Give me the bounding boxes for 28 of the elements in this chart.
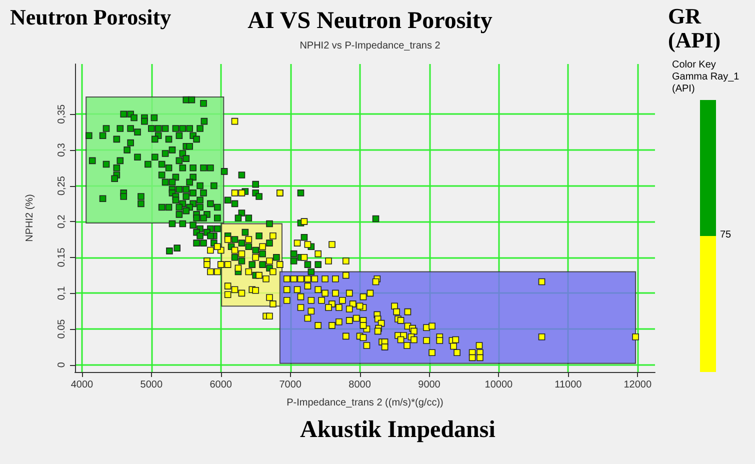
- x-tick-label: 4000: [70, 380, 94, 390]
- text: Neutron Porosity: [10, 4, 172, 30]
- x-tick-label: 7000: [279, 380, 302, 390]
- y-axis-title: NPHI2 (%): [24, 194, 36, 242]
- y-tick-label: 0,3: [56, 142, 68, 157]
- y-tick-label: 0.15: [56, 247, 68, 268]
- y-tick-label: 0,25: [56, 176, 68, 196]
- text: Color Key: [672, 60, 716, 70]
- y-tick-label: 0.05: [56, 318, 68, 339]
- chart-title: AI VS Neutron Porosity: [248, 8, 492, 34]
- x-tick-label: 12000: [624, 380, 652, 390]
- color-bar-title: GR (API): [668, 4, 721, 52]
- chart-subtitle: NPHI2 vs P-Impedance_trans 2: [300, 40, 441, 52]
- text: Gamma Ray_1: [672, 72, 740, 82]
- text: Akustik Impedansi: [300, 417, 496, 443]
- x-tick-label: 6000: [210, 380, 232, 390]
- x-tick-label: 11000: [554, 380, 582, 390]
- text: 75: [720, 230, 732, 240]
- text: (API): [672, 84, 695, 94]
- x-tick-label: 9000: [418, 380, 441, 390]
- x-tick-label: 10000: [484, 380, 514, 390]
- y-tick-label: 0,2: [56, 214, 68, 229]
- x-tick-label: 5000: [140, 380, 163, 390]
- y-tick-label: 0,35: [56, 104, 68, 124]
- x-axis-title: P-Impedance_trans 2 ((m/s)*(g/cc)): [286, 398, 444, 408]
- x-tick-label: 8000: [348, 380, 372, 390]
- y-tick-label: 0: [56, 362, 68, 368]
- y-tick-label: 0,1: [56, 286, 68, 300]
